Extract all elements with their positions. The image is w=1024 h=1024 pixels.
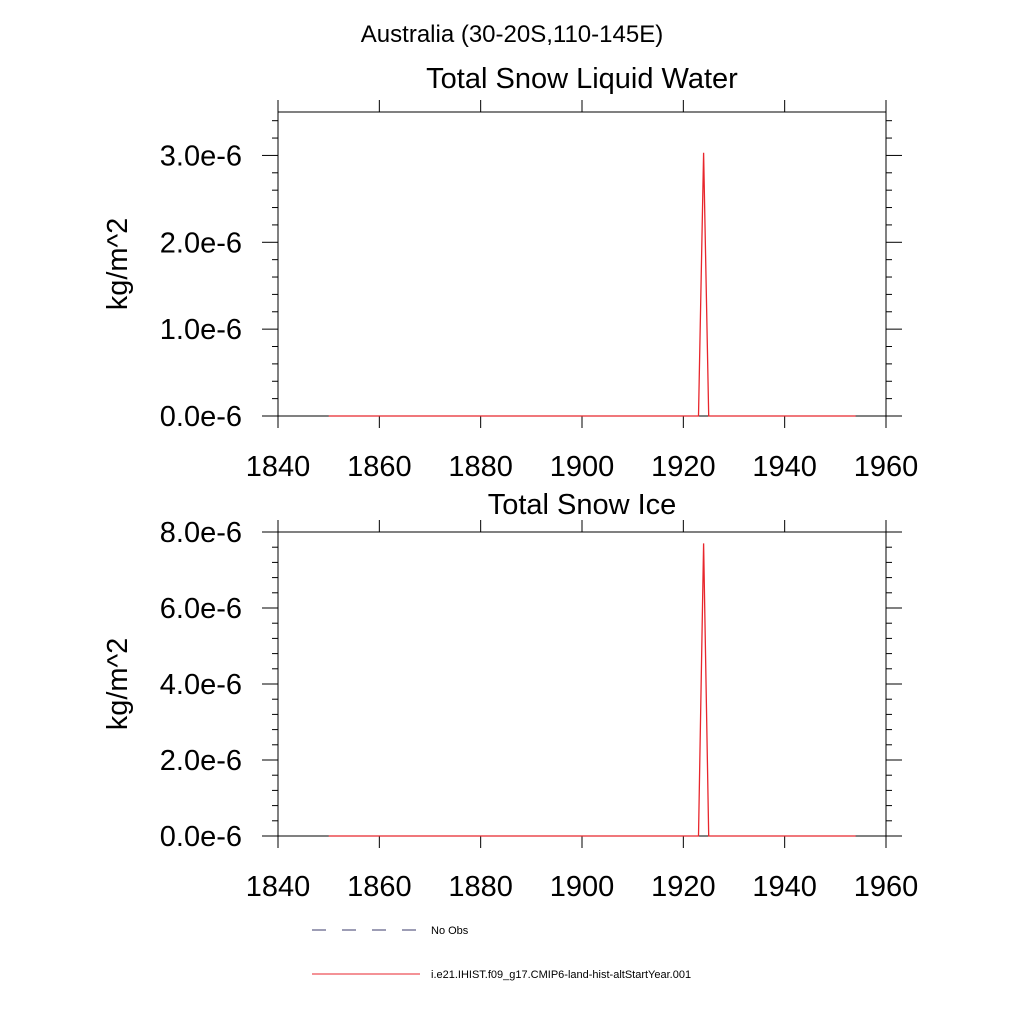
y-tick-label: 3.0e-6 (160, 140, 242, 172)
x-tick-label: 1840 (246, 871, 311, 903)
x-tick-label: 1840 (246, 451, 311, 483)
chart-panel-1: Total Snow Liquid Water kg/m^2 1840 1860 188… (102, 63, 918, 483)
legend-label-model: i.e21.IHIST.f09_g17.CMIP6-land-hist-altS… (431, 969, 691, 981)
x-tick-label: 1860 (347, 871, 412, 903)
plot-frame (277, 111, 887, 417)
x-tick-label: 1920 (651, 871, 716, 903)
x-tick-label: 1880 (448, 451, 513, 483)
legend: No Obs i.e21.IHIST.f09_g17.CMIP6-land-hi… (312, 925, 691, 981)
plot-frame (277, 531, 887, 837)
y-tick-label: 8.0e-6 (160, 517, 242, 549)
y-tick-label: 2.0e-6 (160, 227, 242, 259)
legend-label-no-obs: No Obs (431, 925, 469, 937)
y-tick-label: 6.0e-6 (160, 593, 242, 625)
panel-title: Total Snow Liquid Water (426, 63, 738, 95)
y-tick-label: 1.0e-6 (160, 314, 242, 346)
x-tick-label: 1920 (651, 451, 716, 483)
panel-title: Total Snow Ice (488, 489, 677, 521)
x-tick-label: 1960 (854, 451, 919, 483)
x-tick-label: 1960 (854, 871, 919, 903)
x-tick-label: 1860 (347, 451, 412, 483)
series-line-1 (328, 152, 856, 417)
x-tick-label: 1940 (752, 451, 817, 483)
series-line-1 (328, 543, 856, 837)
chart-panel-2: Total Snow Ice kg/m^2 1840 1860 1880 1900 1920… (102, 489, 918, 903)
y-tick-label: 0.0e-6 (160, 821, 242, 853)
y-axis-label: kg/m^2 (102, 638, 134, 731)
x-tick-label: 1940 (752, 871, 817, 903)
x-tick-label: 1900 (550, 451, 615, 483)
y-axis-label: kg/m^2 (102, 218, 134, 311)
x-tick-label: 1880 (448, 871, 513, 903)
chart-panels: Total Snow Liquid Water kg/m^2 1840 1860 188… (102, 63, 918, 903)
y-tick-label: 2.0e-6 (160, 745, 242, 777)
y-tick-label: 0.0e-6 (160, 401, 242, 433)
y-tick-label: 4.0e-6 (160, 669, 242, 701)
x-tick-label: 1900 (550, 871, 615, 903)
figure-title: Australia (30-20S,110-145E) (361, 21, 663, 48)
